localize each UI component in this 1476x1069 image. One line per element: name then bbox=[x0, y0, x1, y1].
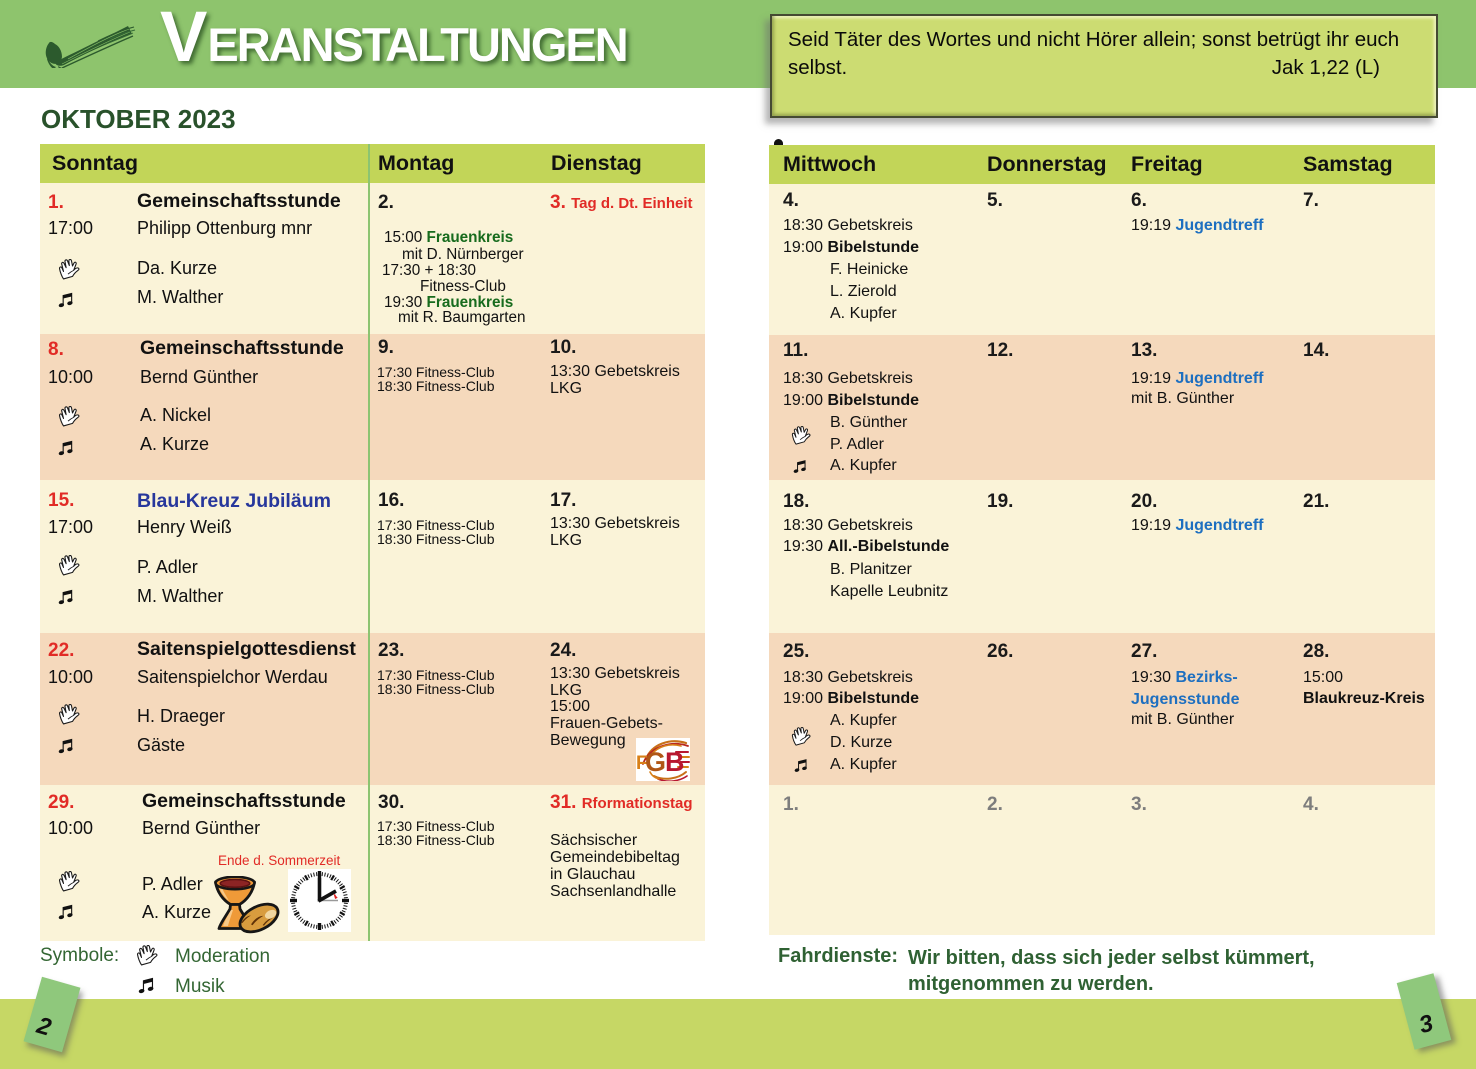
svg-text:F: F bbox=[636, 753, 648, 774]
svg-text:B: B bbox=[665, 747, 685, 777]
svg-text:G: G bbox=[645, 747, 666, 777]
